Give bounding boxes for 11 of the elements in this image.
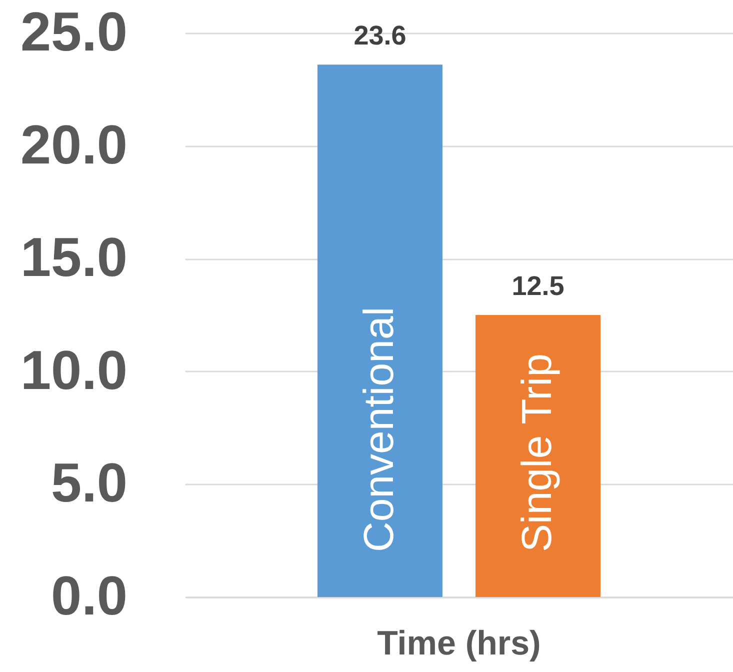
y-tick-label: 5.0 (51, 452, 128, 514)
y-tick-label: 0.0 (51, 564, 128, 626)
data-label: 23.6 (354, 20, 406, 51)
series-label: Conventional (354, 306, 402, 552)
series-label: Single Trip (513, 354, 560, 552)
y-tick-label: 10.0 (20, 338, 128, 401)
y-tick-label: 25.0 (20, 0, 128, 62)
y-tick-label: 20.0 (20, 113, 128, 176)
x-tick-label: Time (hrs) (377, 624, 541, 662)
y-tick-label: 15.0 (20, 226, 128, 288)
data-label: 12.5 (512, 271, 564, 301)
